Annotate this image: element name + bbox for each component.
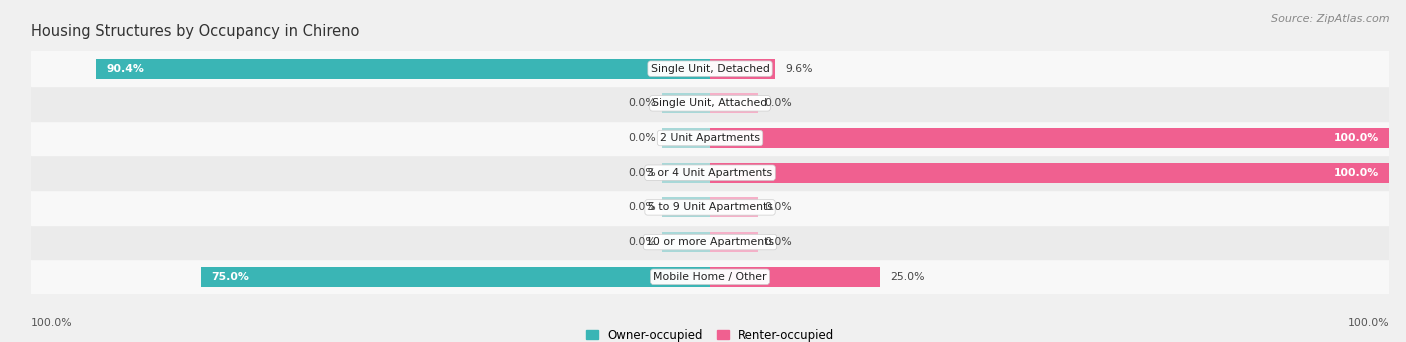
Bar <box>710 58 775 79</box>
Bar <box>662 163 710 183</box>
Bar <box>710 197 758 218</box>
Text: 0.0%: 0.0% <box>628 202 655 212</box>
Text: 0.0%: 0.0% <box>628 168 655 178</box>
Text: 100.0%: 100.0% <box>31 318 73 328</box>
Bar <box>710 267 880 287</box>
Text: 100.0%: 100.0% <box>1334 168 1379 178</box>
Bar <box>201 267 710 287</box>
Text: 100.0%: 100.0% <box>1347 318 1389 328</box>
Text: 0.0%: 0.0% <box>628 133 655 143</box>
Bar <box>31 155 1389 190</box>
Text: Source: ZipAtlas.com: Source: ZipAtlas.com <box>1271 14 1389 24</box>
Text: 5 to 9 Unit Apartments: 5 to 9 Unit Apartments <box>648 202 772 212</box>
Text: 100.0%: 100.0% <box>1334 133 1379 143</box>
Text: 25.0%: 25.0% <box>890 272 925 282</box>
Text: 75.0%: 75.0% <box>211 272 249 282</box>
Text: 2 Unit Apartments: 2 Unit Apartments <box>659 133 761 143</box>
Bar <box>710 163 1389 183</box>
Bar <box>662 93 710 114</box>
Legend: Owner-occupied, Renter-occupied: Owner-occupied, Renter-occupied <box>586 329 834 342</box>
Bar <box>662 232 710 252</box>
Bar <box>710 128 1389 148</box>
Text: 9.6%: 9.6% <box>786 64 813 74</box>
Text: Housing Structures by Occupancy in Chireno: Housing Structures by Occupancy in Chire… <box>31 24 360 39</box>
Text: Mobile Home / Other: Mobile Home / Other <box>654 272 766 282</box>
Text: 90.4%: 90.4% <box>107 64 145 74</box>
Text: 10 or more Apartments: 10 or more Apartments <box>645 237 775 247</box>
Bar <box>31 225 1389 260</box>
Text: 0.0%: 0.0% <box>628 98 655 108</box>
Bar <box>31 121 1389 155</box>
Text: Single Unit, Attached: Single Unit, Attached <box>652 98 768 108</box>
Bar <box>710 232 758 252</box>
Bar <box>662 197 710 218</box>
Bar <box>31 51 1389 86</box>
Bar <box>31 86 1389 121</box>
Text: Single Unit, Detached: Single Unit, Detached <box>651 64 769 74</box>
Bar <box>96 58 710 79</box>
Bar <box>662 128 710 148</box>
Bar <box>710 93 758 114</box>
Bar <box>31 260 1389 294</box>
Text: 0.0%: 0.0% <box>765 237 792 247</box>
Text: 3 or 4 Unit Apartments: 3 or 4 Unit Apartments <box>648 168 772 178</box>
Text: 0.0%: 0.0% <box>765 98 792 108</box>
Text: 0.0%: 0.0% <box>765 202 792 212</box>
Bar <box>31 190 1389 225</box>
Text: 0.0%: 0.0% <box>628 237 655 247</box>
